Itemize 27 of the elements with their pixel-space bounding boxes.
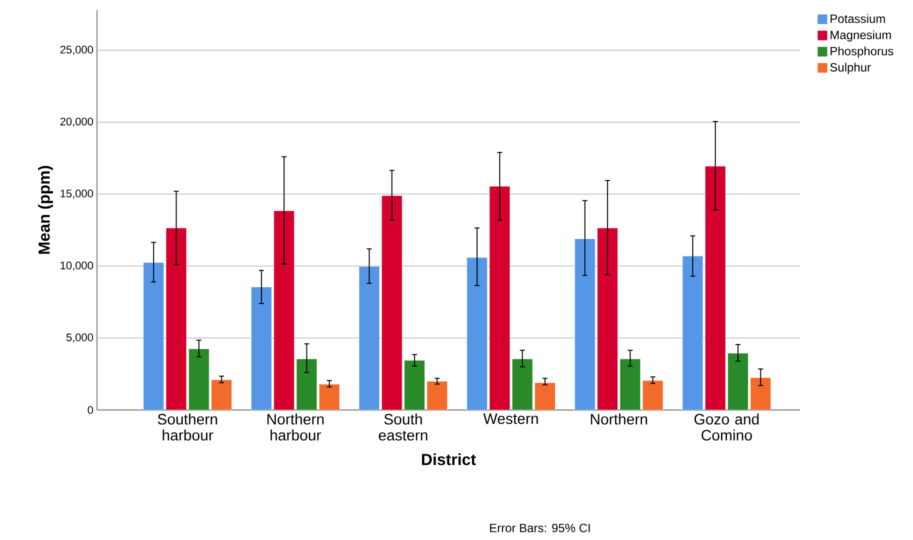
bar [597,228,618,410]
legend-label: Sulphur [830,62,871,74]
y-tick-label: 15,000 [60,190,94,199]
text: Error Bars: 95% CI [490,524,590,532]
y-tick-label: 5,000 [66,334,94,343]
legend-label: Phosphorus [830,46,894,58]
y-axis-title: Mean (ppm) [38,166,53,254]
bar [642,380,664,410]
bar [704,166,726,410]
bar [143,262,164,410]
x-tick-label: South eastern [378,414,428,441]
bar [274,210,295,410]
bar [489,186,510,410]
y-tick-label: 0 [88,406,94,414]
y-tick-label: 10,000 [60,262,94,271]
bar [166,228,187,410]
legend-label: Magnesium [830,30,891,42]
legend-label: Potassium [830,14,885,23]
x-tick-label: Northern harbour [267,414,324,441]
x-tick-label: Western [483,414,538,424]
bar [381,195,402,410]
y-tick-label: 25,000 [60,46,94,55]
x-tick-label: Northern [590,414,648,425]
y-tick-label: 20,000 [60,118,94,127]
x-tick-label: Southern harbour [158,414,218,441]
x-tick-label: Gozo and Comino [694,414,759,441]
x-axis-title: District [422,453,476,466]
